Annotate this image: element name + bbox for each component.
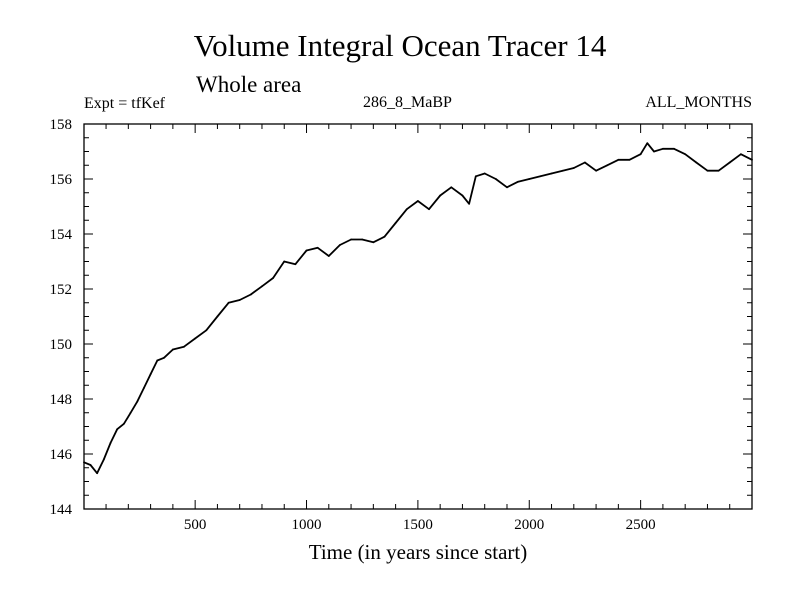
data-point: [272, 277, 275, 279]
x-tick-label: 1000: [292, 517, 322, 533]
data-point: [156, 359, 159, 362]
data-point: [83, 461, 85, 464]
data-point: [394, 222, 397, 224]
data-point: [646, 142, 649, 145]
data-point: [584, 161, 586, 164]
data-point: [194, 337, 197, 340]
y-tick-label: 152: [50, 282, 73, 298]
data-point: [428, 208, 430, 211]
data-point: [183, 345, 185, 348]
data-point: [227, 301, 230, 304]
data-point: [405, 208, 408, 211]
x-axis-label: Time (in years since start): [308, 540, 528, 564]
data-point: [339, 244, 341, 246]
data-point: [483, 172, 486, 175]
y-tick-label: 150: [50, 337, 73, 353]
data-point: [517, 180, 520, 183]
y-tick-label: 156: [50, 172, 73, 188]
data-point: [163, 356, 165, 359]
data-point: [327, 255, 330, 257]
data-point: [528, 178, 531, 180]
data-point: [684, 153, 687, 156]
x-tick-label: 500: [184, 517, 207, 533]
data-point: [294, 263, 297, 266]
data-point: [416, 200, 419, 202]
data-point: [171, 348, 174, 351]
x-tick-label: 2000: [514, 517, 544, 533]
data-point: [595, 169, 597, 172]
y-tick-label: 146: [50, 447, 73, 463]
data-point: [474, 175, 477, 178]
x-tick-label: 2500: [626, 517, 656, 533]
series-line: [83, 142, 753, 475]
data-point: [149, 373, 152, 376]
y-tick-label: 158: [50, 117, 73, 133]
data-point: [238, 299, 241, 301]
data-point: [122, 422, 125, 425]
chart-subtitle: Whole area: [196, 72, 302, 97]
run-label: 286_8_MaBP: [363, 94, 452, 111]
data-point: [109, 442, 112, 444]
data-point: [461, 194, 464, 197]
data-point: [316, 246, 319, 249]
data-point: [561, 169, 564, 172]
data-point: [136, 400, 139, 403]
data-point: [751, 158, 753, 161]
data-point: [550, 172, 553, 175]
y-tick-label: 144: [50, 502, 73, 518]
data-point: [639, 153, 642, 156]
y-tick-label: 148: [50, 392, 73, 408]
data-point: [305, 249, 308, 252]
data-point: [89, 464, 92, 466]
data-point: [116, 428, 119, 431]
data-point: [673, 147, 675, 150]
data-point: [372, 241, 375, 244]
data-point: [628, 158, 631, 161]
data-point: [205, 329, 208, 332]
data-point: [249, 293, 252, 296]
data-point: [706, 169, 709, 172]
data-point: [506, 186, 508, 189]
data-point: [96, 472, 99, 475]
data-point: [494, 178, 497, 180]
data-point: [361, 238, 364, 241]
data-point: [728, 161, 731, 164]
data-point: [283, 260, 286, 263]
plot-frame: [83, 123, 753, 510]
data-point: [662, 147, 664, 150]
data-point: [383, 235, 386, 238]
experiment-label: Expt = tfKef: [84, 95, 165, 112]
x-tick-label: 1500: [403, 517, 433, 533]
data-point: [129, 411, 132, 414]
y-tick-label: 154: [50, 227, 73, 243]
months-label: ALL_MONTHS: [645, 94, 752, 111]
data-point: [739, 153, 742, 156]
data-point: [539, 175, 542, 178]
data-point: [572, 167, 575, 169]
data-point: [468, 202, 471, 205]
data-point: [653, 150, 655, 153]
data-point: [717, 169, 720, 172]
data-point: [216, 315, 219, 318]
data-point: [606, 164, 609, 167]
data-point: [439, 194, 442, 197]
data-point: [261, 285, 263, 288]
data-point: [450, 186, 453, 189]
data-point: [350, 238, 352, 241]
data-point: [102, 458, 105, 461]
chart-title: Volume Integral Ocean Tracer 14: [193, 28, 607, 63]
data-point: [695, 161, 698, 164]
data-point: [617, 158, 620, 161]
data-point: [143, 387, 145, 389]
